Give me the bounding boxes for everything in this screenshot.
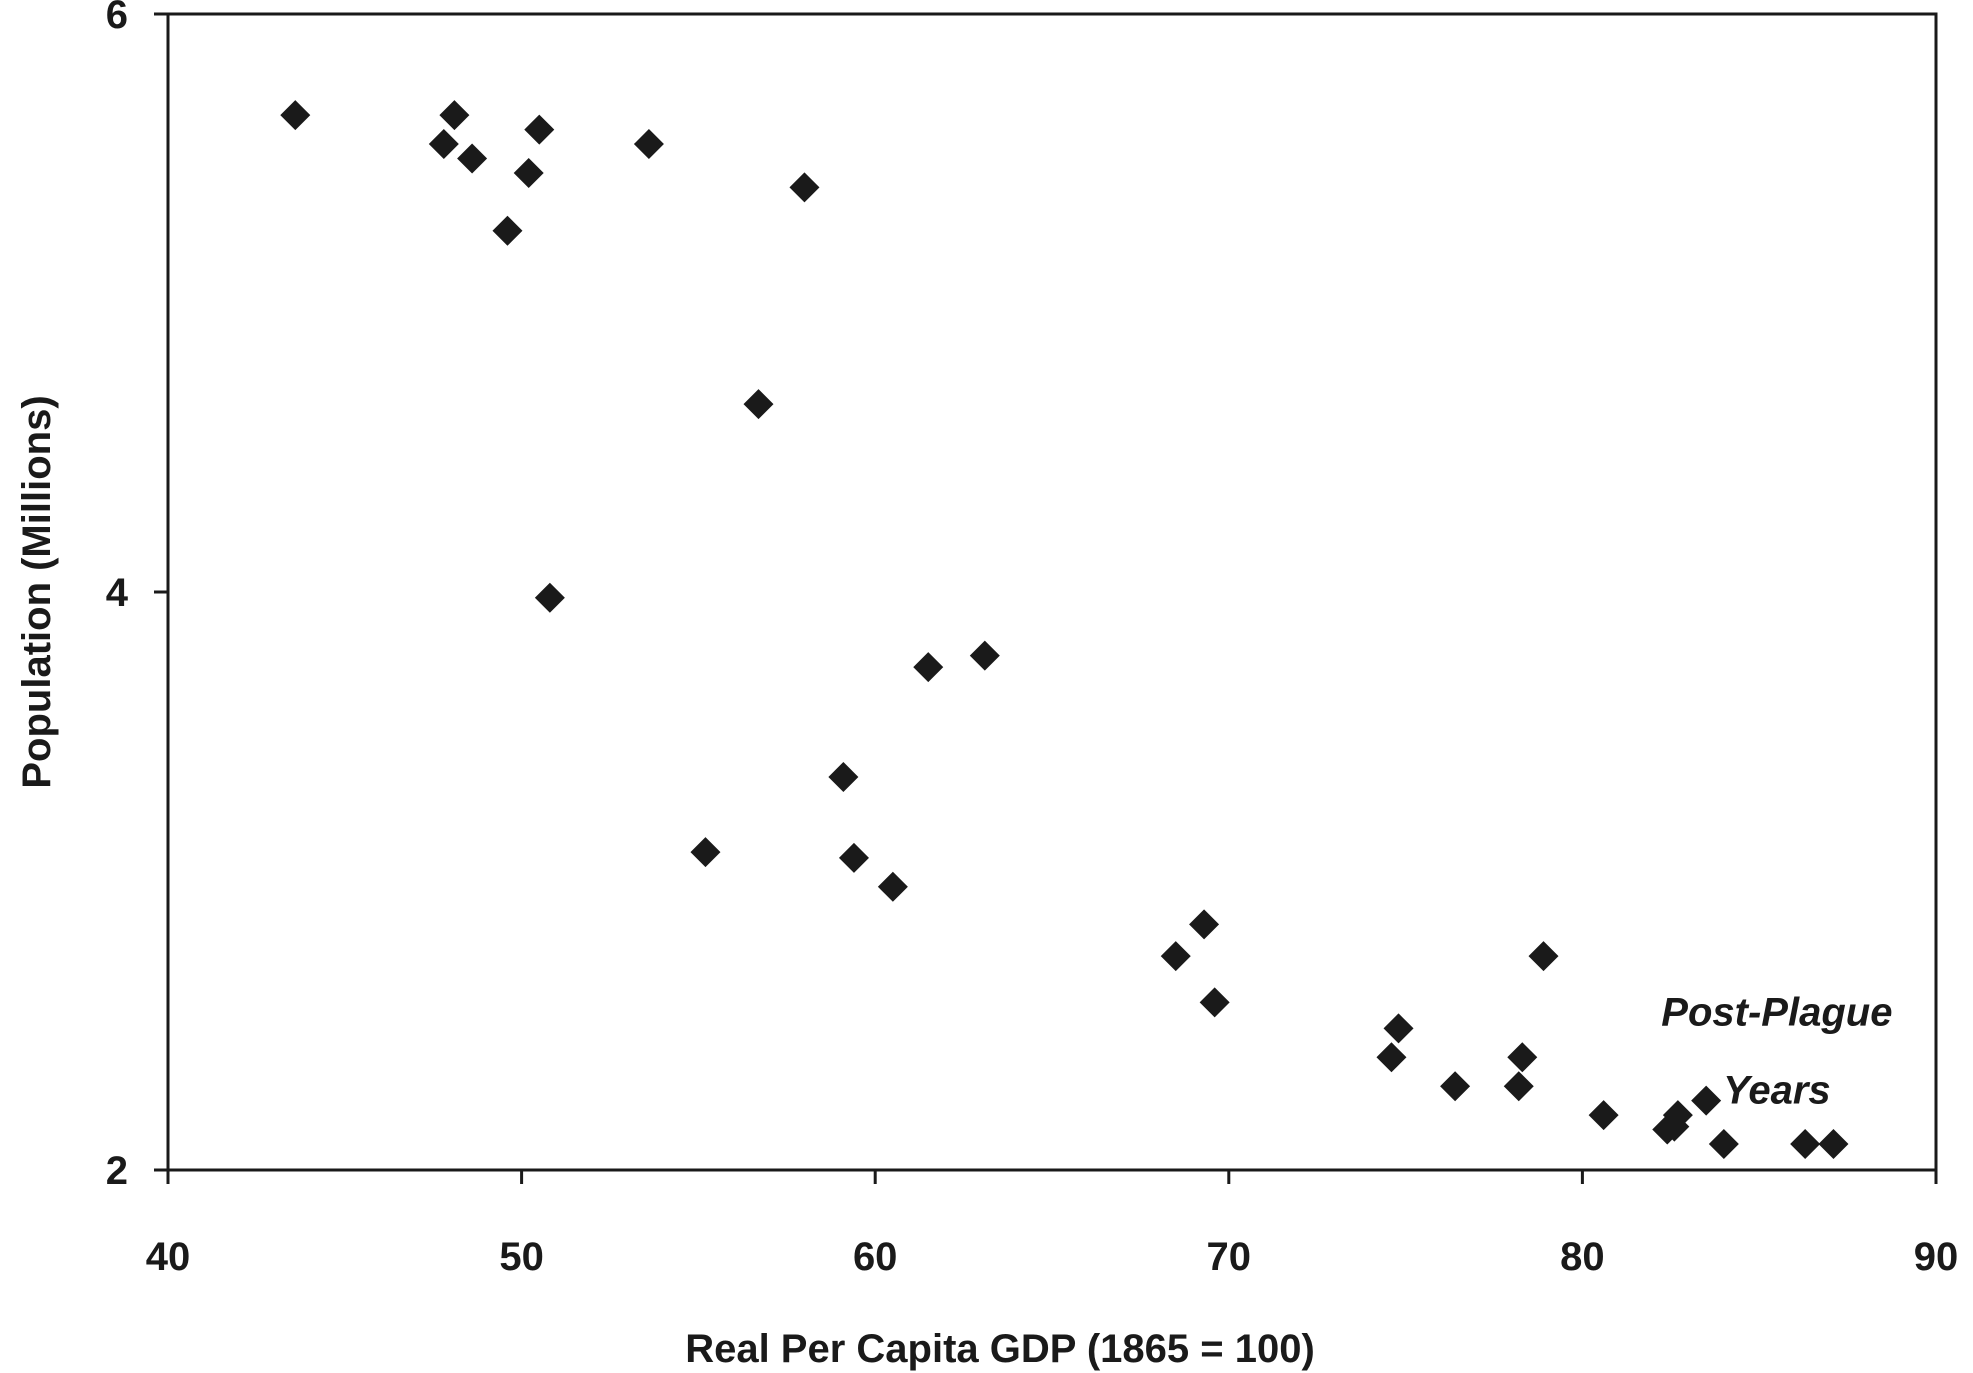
annotation-label: Years	[1723, 1069, 1831, 1113]
data-point	[1503, 1071, 1534, 1102]
data-point	[1376, 1042, 1407, 1073]
y-tick-label: 2	[106, 1149, 128, 1193]
data-point	[838, 842, 869, 873]
y-axis: 2 4 6	[106, 0, 168, 1193]
data-point	[1691, 1085, 1722, 1116]
data-points	[280, 100, 1849, 1159]
x-tick-label: 90	[1914, 1235, 1959, 1279]
data-point	[1189, 909, 1220, 940]
x-tick-label: 80	[1560, 1235, 1605, 1279]
x-axis-title: Real Per Capita GDP (1865 = 100)	[685, 1327, 1315, 1371]
y-tick-label: 4	[106, 571, 129, 615]
x-tick-label: 50	[499, 1235, 544, 1279]
data-point	[690, 837, 721, 868]
data-point	[492, 215, 523, 246]
data-point	[428, 129, 459, 160]
data-point	[633, 129, 664, 160]
data-point	[280, 100, 311, 131]
data-point	[1383, 1013, 1414, 1044]
data-point	[1588, 1100, 1619, 1131]
x-tick-label: 40	[146, 1235, 191, 1279]
annotation-label: Post-Plague	[1661, 991, 1892, 1035]
annotations: Post-Plague Years	[1661, 991, 1892, 1113]
data-point	[789, 172, 820, 203]
data-point	[913, 652, 944, 683]
data-point	[1507, 1042, 1538, 1073]
data-point	[1528, 941, 1559, 972]
data-point	[1662, 1100, 1693, 1131]
data-point	[534, 582, 565, 613]
data-point	[743, 389, 774, 420]
data-point	[1708, 1128, 1739, 1159]
data-point	[524, 114, 555, 145]
x-axis: 40 50 60 70 80 90	[146, 1170, 1959, 1279]
data-point	[1160, 941, 1191, 972]
data-point	[1199, 987, 1230, 1018]
x-tick-label: 70	[1207, 1235, 1252, 1279]
data-point	[1818, 1128, 1849, 1159]
data-point	[1790, 1128, 1821, 1159]
data-point	[457, 143, 488, 174]
data-point	[1440, 1071, 1471, 1102]
y-axis-title: Population (Millions)	[15, 395, 59, 788]
data-point	[877, 871, 908, 902]
y-tick-label: 6	[106, 0, 128, 37]
data-point	[439, 100, 470, 131]
x-tick-label: 60	[853, 1235, 898, 1279]
data-point	[828, 761, 859, 792]
data-point	[513, 157, 544, 188]
data-point	[969, 640, 1000, 671]
